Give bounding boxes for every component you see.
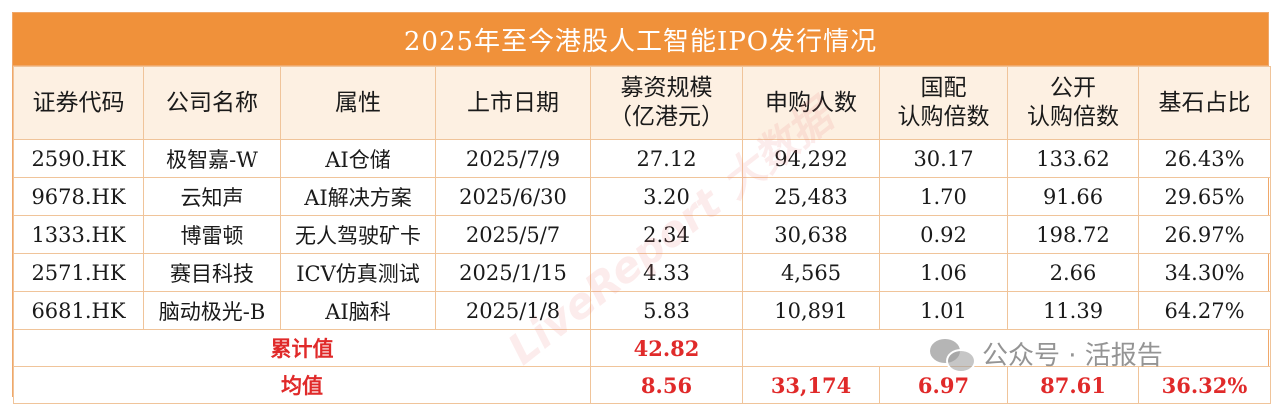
cell-raise: 5.83 (590, 291, 743, 330)
cell-cornerstone: 64.27% (1138, 291, 1271, 330)
cell-name: 极智嘉-W (143, 139, 281, 178)
average-applicants: 33,174 (742, 366, 880, 404)
cell-raise: 3.20 (590, 177, 743, 216)
header-cornerstone: 基石占比 (1138, 66, 1271, 140)
cell-date: 2025/1/15 (435, 253, 591, 292)
header-name: 公司名称 (143, 66, 281, 140)
cell-raise: 4.33 (590, 253, 743, 292)
header-public-line2: 认购倍数 (1027, 104, 1119, 130)
cell-public: 2.66 (1007, 253, 1139, 292)
header-code: 证券代码 (13, 66, 144, 140)
cell-attr: AI解决方案 (280, 177, 436, 216)
cell-intl: 30.17 (879, 139, 1008, 178)
table-row: 9678.HK 云知声 AI解决方案 2025/6/30 3.20 25,483… (13, 177, 1271, 216)
average-cornerstone: 36.32% (1138, 366, 1271, 404)
cell-date: 2025/5/7 (435, 215, 591, 254)
cell-applicants: 4,565 (742, 253, 880, 292)
cell-name: 赛目科技 (143, 253, 281, 292)
cell-date: 2025/1/8 (435, 291, 591, 330)
cell-cornerstone: 29.65% (1138, 177, 1271, 216)
cell-intl: 1.01 (879, 291, 1008, 330)
cell-cornerstone: 26.43% (1138, 139, 1271, 178)
cell-applicants: 25,483 (742, 177, 880, 216)
cell-intl: 1.06 (879, 253, 1008, 292)
header-intl-line1: 国配 (920, 75, 967, 101)
cell-intl: 0.92 (879, 215, 1008, 254)
average-raise: 8.56 (590, 366, 743, 404)
table-row: 1333.HK 博雷顿 无人驾驶矿卡 2025/5/7 2.34 30,638 … (13, 215, 1271, 254)
ipo-table-card: 2025年至今港股人工智能IPO发行情况 证券代码 公司名称 属性 上市日期 募… (12, 12, 1271, 404)
total-raise: 42.82 (590, 329, 743, 367)
cell-raise: 27.12 (590, 139, 743, 178)
cell-public: 91.66 (1007, 177, 1139, 216)
header-public-line1: 公开 (1050, 75, 1096, 101)
cell-code: 9678.HK (13, 177, 144, 216)
average-intl: 6.97 (879, 366, 1008, 404)
average-public: 87.61 (1007, 366, 1139, 404)
ipo-table: 证券代码 公司名称 属性 上市日期 募资规模 （亿港元） 申购人数 国配 认购倍… (13, 66, 1271, 404)
header-applicants: 申购人数 (742, 66, 880, 140)
cell-applicants: 94,292 (742, 139, 880, 178)
cell-attr: AI仓储 (280, 139, 436, 178)
header-date: 上市日期 (435, 66, 591, 140)
header-raise-line2: （亿港元） (609, 104, 724, 130)
cell-public: 133.62 (1007, 139, 1139, 178)
cell-name: 脑动极光-B (143, 291, 281, 330)
cell-cornerstone: 34.30% (1138, 253, 1271, 292)
cell-intl: 1.70 (879, 177, 1008, 216)
header-row: 证券代码 公司名称 属性 上市日期 募资规模 （亿港元） 申购人数 国配 认购倍… (13, 66, 1271, 140)
cell-applicants: 10,891 (742, 291, 880, 330)
cell-code: 1333.HK (13, 215, 144, 254)
total-label: 累计值 (13, 329, 591, 367)
total-empty (742, 329, 1271, 367)
header-attr: 属性 (280, 66, 436, 140)
table-row: 6681.HK 脑动极光-B AI脑科 2025/1/8 5.83 10,891… (13, 291, 1271, 330)
cell-attr: ICV仿真测试 (280, 253, 436, 292)
cell-name: 博雷顿 (143, 215, 281, 254)
total-row: 累计值 42.82 (13, 329, 1271, 367)
header-raise-line1: 募资规模 (620, 75, 713, 101)
cell-public: 11.39 (1007, 291, 1139, 330)
cell-cornerstone: 26.97% (1138, 215, 1271, 254)
cell-attr: 无人驾驶矿卡 (280, 215, 436, 254)
cell-date: 2025/6/30 (435, 177, 591, 216)
average-row: 均值 8.56 33,174 6.97 87.61 36.32% (13, 366, 1271, 404)
header-intl-line2: 认购倍数 (897, 104, 990, 130)
header-public: 公开 认购倍数 (1007, 66, 1139, 140)
cell-code: 2590.HK (13, 139, 144, 178)
cell-code: 2571.HK (13, 253, 144, 292)
average-label: 均值 (13, 366, 591, 404)
cell-attr: AI脑科 (280, 291, 436, 330)
cell-code: 6681.HK (13, 291, 144, 330)
table-row: 2590.HK 极智嘉-W AI仓储 2025/7/9 27.12 94,292… (13, 139, 1271, 178)
cell-public: 198.72 (1007, 215, 1139, 254)
cell-name: 云知声 (143, 177, 281, 216)
cell-raise: 2.34 (590, 215, 743, 254)
header-intl: 国配 认购倍数 (879, 66, 1008, 140)
table-title: 2025年至今港股人工智能IPO发行情况 (13, 13, 1268, 66)
cell-applicants: 30,638 (742, 215, 880, 254)
table-row: 2571.HK 赛目科技 ICV仿真测试 2025/1/15 4.33 4,56… (13, 253, 1271, 292)
header-raise: 募资规模 （亿港元） (590, 66, 743, 140)
cell-date: 2025/7/9 (435, 139, 591, 178)
